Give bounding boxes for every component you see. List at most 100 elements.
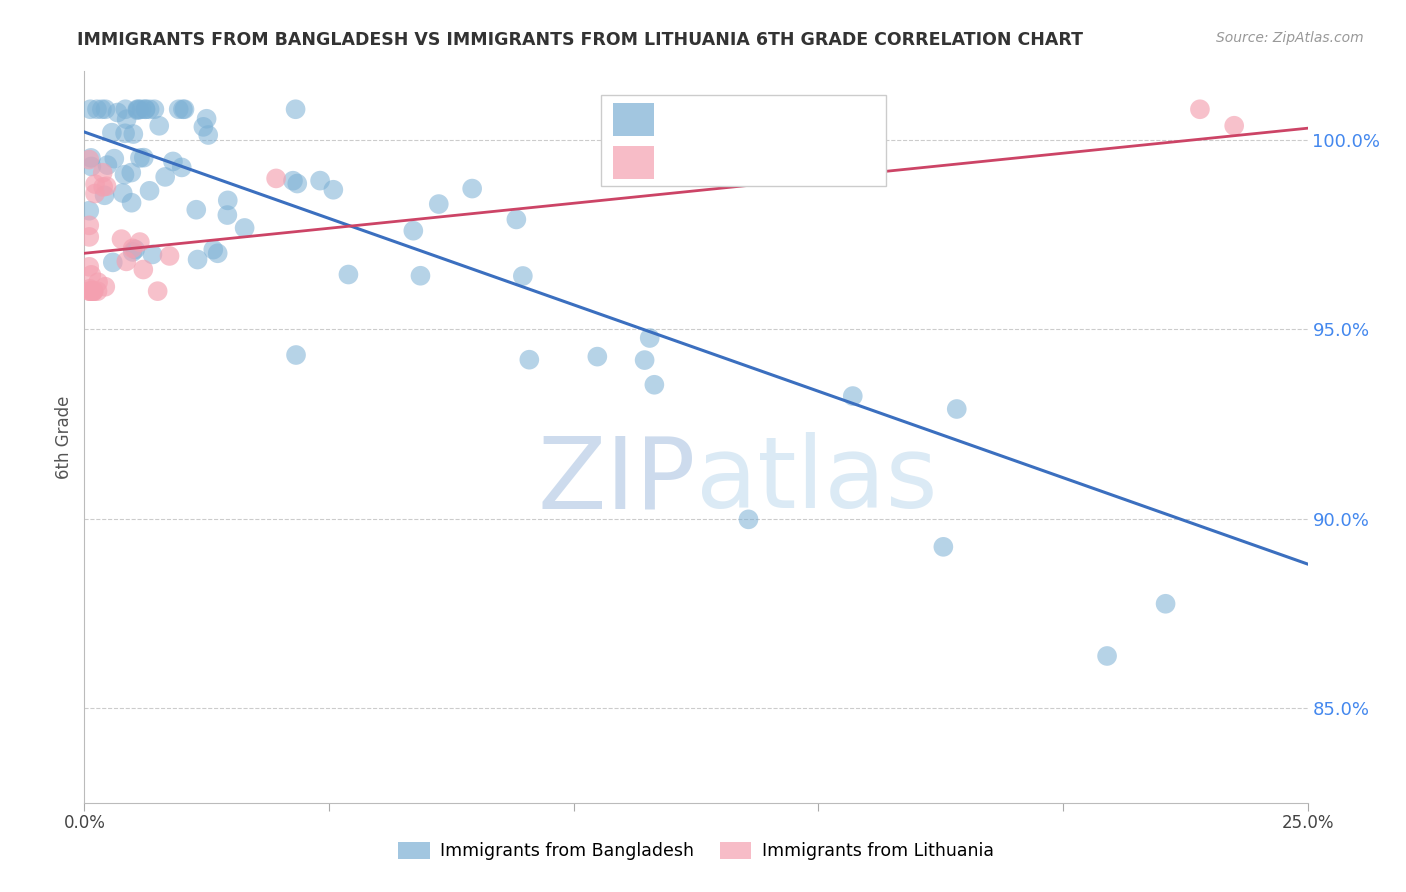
Point (737, 512, 759, 526)
Point (94, 279, 117, 293)
Point (77, 284, 100, 298)
Point (84, 186, 107, 201)
Point (505, 212, 527, 227)
Point (427, 197, 450, 211)
Point (285, 348, 308, 362)
Point (512, 268, 534, 283)
Point (1154, 597, 1177, 611)
Point (101, 126, 124, 140)
Point (264, 171, 287, 186)
Point (127, 102, 149, 116)
Point (186, 202, 208, 217)
Point (138, 103, 160, 117)
Point (127, 102, 149, 116)
Point (110, 232, 132, 246)
Point (86, 284, 108, 298)
Point (143, 102, 166, 116)
Point (121, 244, 143, 259)
Point (132, 262, 155, 277)
Point (148, 119, 170, 133)
Text: 25.0%: 25.0% (1281, 814, 1334, 832)
Point (337, 268, 360, 282)
Point (172, 102, 194, 116)
Point (114, 168, 136, 182)
Point (402, 224, 425, 238)
Point (281, 174, 304, 188)
Point (79, 282, 101, 296)
Point (77, 219, 100, 233)
Point (91, 180, 114, 194)
Text: IMMIGRANTS FROM BANGLADESH VS IMMIGRANTS FROM LITHUANIA 6TH GRADE CORRELATION CH: IMMIGRANTS FROM BANGLADESH VS IMMIGRANTS… (77, 31, 1084, 49)
Point (141, 247, 163, 261)
Point (77, 203, 100, 218)
Point (90, 102, 112, 116)
Point (121, 241, 143, 255)
Point (124, 243, 146, 257)
Point (197, 128, 219, 142)
Point (284, 102, 307, 116)
Point (77, 153, 100, 167)
Point (129, 151, 152, 165)
Point (170, 161, 193, 175)
Point (127, 103, 149, 118)
Point (643, 377, 665, 392)
Point (409, 268, 432, 283)
Point (79, 284, 101, 298)
Point (322, 183, 344, 197)
Point (153, 169, 176, 184)
Point (217, 208, 239, 222)
Point (83, 284, 105, 298)
Point (1223, 119, 1246, 133)
Point (80, 151, 103, 165)
Point (84, 177, 107, 191)
Point (86, 102, 108, 116)
Point (193, 120, 215, 134)
Text: atlas: atlas (696, 433, 938, 530)
Point (586, 350, 609, 364)
Point (842, 389, 865, 403)
Point (115, 254, 138, 268)
Point (131, 102, 153, 116)
Point (132, 151, 155, 165)
Point (207, 246, 229, 260)
Point (79, 102, 101, 116)
Point (121, 195, 143, 210)
Point (128, 235, 150, 249)
Point (91, 166, 114, 180)
Point (120, 165, 142, 179)
Point (285, 177, 308, 191)
Point (146, 284, 169, 298)
Y-axis label: 6th Grade: 6th Grade (55, 395, 73, 479)
Point (111, 186, 134, 200)
Point (309, 173, 332, 187)
Point (107, 105, 129, 120)
Point (638, 331, 661, 345)
Point (80, 268, 103, 282)
Point (114, 102, 136, 116)
Point (77, 230, 100, 244)
Point (96, 179, 118, 194)
Point (633, 353, 655, 368)
Point (162, 154, 184, 169)
Point (103, 152, 125, 166)
Text: 0.0%: 0.0% (63, 814, 105, 832)
Point (80, 284, 103, 298)
Point (115, 112, 138, 127)
Point (93, 188, 115, 202)
Point (101, 255, 124, 269)
Text: ZIP: ZIP (537, 433, 696, 530)
Point (138, 184, 160, 198)
Point (122, 127, 145, 141)
Point (945, 402, 967, 417)
Point (202, 243, 225, 257)
Point (82, 284, 104, 298)
Point (94, 102, 117, 116)
Point (114, 126, 136, 140)
Point (195, 112, 218, 126)
Point (173, 102, 195, 116)
Point (517, 352, 540, 367)
Point (96, 158, 118, 172)
Point (159, 249, 181, 263)
Point (82, 284, 104, 298)
Point (461, 181, 484, 195)
